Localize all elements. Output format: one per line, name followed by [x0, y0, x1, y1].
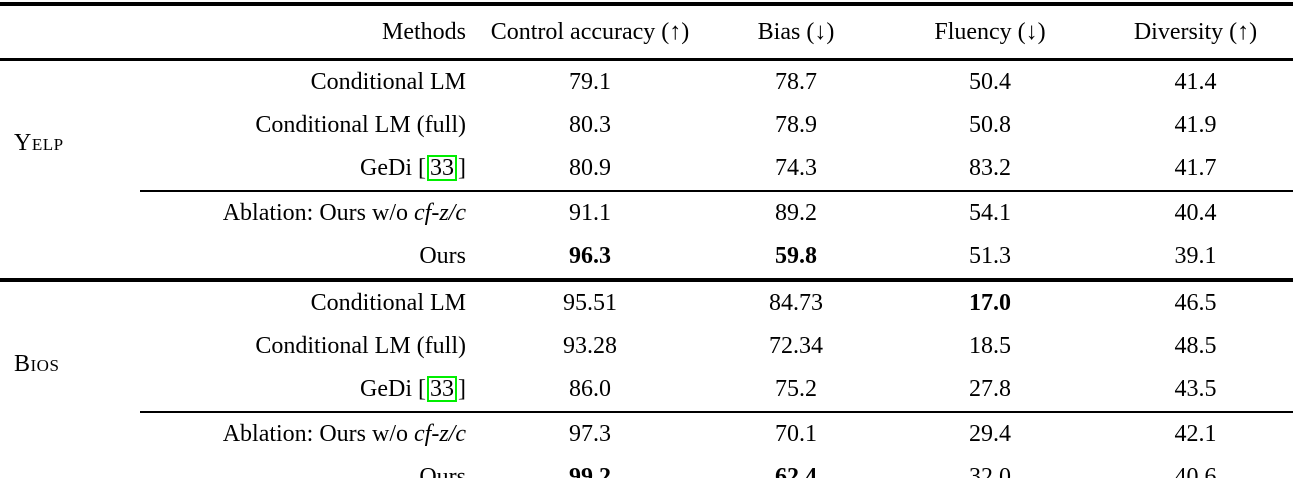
- value-cell: 39.1: [1174, 243, 1217, 269]
- col-header-fluency: Fluency (↓): [882, 4, 1098, 61]
- dataset-label-cell: Bios: [0, 278, 140, 478]
- method-cell: Ours: [140, 235, 470, 280]
- value-cell: 17.0: [882, 278, 1098, 325]
- value-cell: 48.5: [1174, 333, 1217, 359]
- value-cell: 74.3: [775, 155, 817, 181]
- value-cell: 40.6: [1174, 464, 1217, 478]
- citation-link[interactable]: 33: [427, 155, 457, 181]
- col-header-bias: Bias (↓): [710, 4, 882, 61]
- table-row: Ours 99.2 62.4 32.0 40.6: [0, 456, 1293, 478]
- value-cell: 18.5: [969, 333, 1011, 359]
- value-cell: 83.2: [969, 155, 1011, 181]
- value-cell: 27.8: [969, 376, 1011, 402]
- method-cell: Conditional LM (full): [140, 104, 470, 147]
- table-body: Yelp Conditional LM 79.1 78.7 50.4 41.4 Condit…: [0, 60, 1293, 478]
- value-cell: 72.34: [769, 333, 823, 359]
- method-cell: Conditional LM (full): [140, 325, 470, 368]
- value-cell: 78.9: [775, 112, 817, 138]
- method-cell: GeDi [33]: [140, 147, 470, 191]
- dataset-label: Bios: [14, 351, 60, 377]
- value-cell: 93.28: [563, 333, 617, 359]
- value-cell: 86.0: [569, 376, 611, 402]
- value-cell: 75.2: [775, 376, 817, 402]
- table-row: Conditional LM (full) 80.3 78.9 50.8 41.9: [0, 104, 1293, 147]
- value-cell: 95.51: [470, 278, 710, 325]
- table-row: Ours 96.3 59.8 51.3 39.1: [0, 235, 1293, 280]
- value-cell: 99.2: [569, 464, 611, 478]
- method-cell: Conditional LM: [140, 278, 470, 325]
- value-cell: 62.4: [775, 464, 817, 478]
- col-header-methods: Methods: [140, 4, 470, 61]
- value-cell: 41.4: [1174, 69, 1217, 95]
- method-text: GeDi [: [360, 376, 426, 402]
- value-cell: 91.1: [470, 190, 710, 235]
- value-cell: 89.2: [710, 190, 882, 235]
- value-cell: 29.4: [882, 411, 1098, 456]
- value-cell: 59.8: [775, 243, 817, 269]
- table-header: Methods Control accuracy (↑) Bias (↓) Fl…: [0, 4, 1293, 61]
- value-cell: 97.3: [470, 411, 710, 456]
- dataset-header-spacer: [0, 4, 140, 61]
- value-cell: 46.5: [1098, 278, 1293, 325]
- header-row: Methods Control accuracy (↑) Bias (↓) Fl…: [0, 4, 1293, 61]
- method-cell: Conditional LM: [140, 60, 470, 105]
- dataset-label: Yelp: [14, 130, 64, 156]
- value-cell: 78.7: [775, 69, 817, 95]
- value-cell: 50.4: [969, 69, 1011, 95]
- table-row: Bios Conditional LM 95.51 84.73 17.0 46.5: [0, 278, 1293, 478]
- method-text: Conditional LM: [310, 290, 466, 316]
- method-text: Ours: [419, 464, 466, 478]
- table-row: Yelp Conditional LM 79.1 78.7 50.4 41.4: [0, 60, 1293, 156]
- value-cell: 51.3: [969, 243, 1011, 269]
- value-cell: 41.7: [1174, 155, 1217, 181]
- value-cell: 40.4: [1098, 190, 1293, 235]
- table-row: Conditional LM (full) 93.28 72.34 18.5 48.5: [0, 325, 1293, 368]
- value-cell: 84.73: [710, 278, 882, 325]
- value-cell: 80.3: [569, 112, 611, 138]
- citation-link[interactable]: 33: [427, 376, 457, 402]
- dataset-label-cell: Yelp: [0, 60, 140, 281]
- method-text: Ablation: Ours w/o: [222, 200, 415, 226]
- method-text: Ablation: Ours w/o: [222, 421, 415, 447]
- table-row: Ablation: Ours w/o cf-z/c 97.3 70.1 29.4 42.…: [0, 411, 1293, 456]
- method-text: Ours: [419, 243, 466, 269]
- value-cell: 54.1: [882, 190, 1098, 235]
- method-cell: Ablation: Ours w/o cf-z/c: [140, 190, 470, 235]
- value-cell: 42.1: [1098, 411, 1293, 456]
- table-row: Ablation: Ours w/o cf-z/c 91.1 89.2 54.1 40.…: [0, 190, 1293, 235]
- value-cell: 43.5: [1174, 376, 1217, 402]
- col-header-diversity: Diversity (↑): [1098, 4, 1293, 61]
- math-text: cf-z/c: [414, 421, 466, 447]
- value-cell: 96.3: [569, 243, 611, 269]
- value-cell: 79.1: [569, 69, 611, 95]
- table-row: GeDi [33] 86.0 75.2 27.8 43.5: [0, 368, 1293, 412]
- value-cell: 50.8: [969, 112, 1011, 138]
- method-text: ]: [458, 376, 466, 402]
- table-row: GeDi [33] 80.9 74.3 83.2 41.7: [0, 147, 1293, 191]
- method-cell: Ablation: Ours w/o cf-z/c: [140, 411, 470, 456]
- value-cell: 32.0: [969, 464, 1011, 478]
- method-cell: GeDi [33]: [140, 368, 470, 412]
- method-text: GeDi [: [360, 155, 426, 181]
- method-text: Conditional LM (full): [255, 112, 466, 138]
- method-text: Conditional LM: [310, 69, 466, 95]
- method-text: Conditional LM (full): [255, 333, 466, 359]
- method-cell: Ours: [140, 456, 470, 478]
- value-cell: 80.9: [569, 155, 611, 181]
- math-text: cf-z/c: [414, 200, 466, 226]
- value-cell: 70.1: [710, 411, 882, 456]
- method-text: ]: [458, 155, 466, 181]
- value-cell: 41.9: [1174, 112, 1217, 138]
- col-header-control-accuracy: Control accuracy (↑): [470, 4, 710, 61]
